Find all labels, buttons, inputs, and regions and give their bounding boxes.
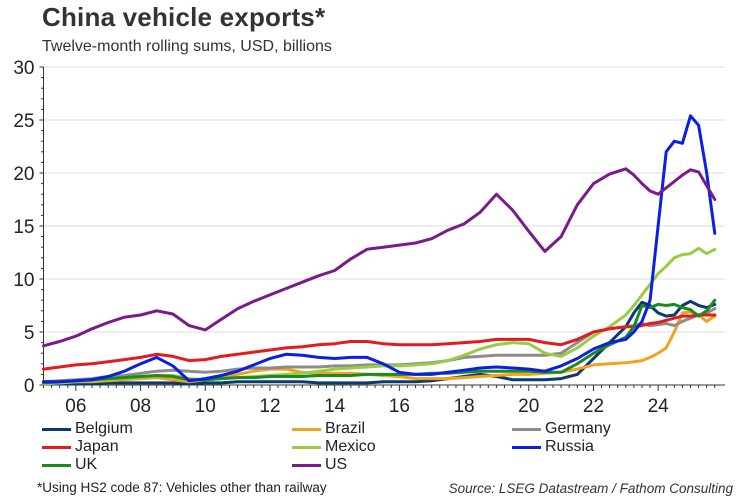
y-tick-label: 10 xyxy=(13,270,34,291)
gridlines xyxy=(43,66,725,333)
legend-item-russia: Russia xyxy=(512,438,594,456)
x-tick-label: 24 xyxy=(648,396,670,417)
series-line-brazil xyxy=(42,310,717,385)
legend-swatch xyxy=(292,427,321,431)
legend-swatch xyxy=(292,445,321,449)
x-tick-label: 10 xyxy=(195,396,216,417)
x-axis-labels: 06 08 10 12 14 16 18 20 22 24 xyxy=(65,396,669,417)
y-tick-label: 5 xyxy=(24,323,35,344)
series-line-us xyxy=(42,167,717,348)
x-tick-label: 18 xyxy=(453,396,474,417)
x-tick-label: 06 xyxy=(65,396,86,417)
legend-label: Germany xyxy=(545,420,611,437)
x-tick-label: 22 xyxy=(583,396,604,417)
legend-swatch xyxy=(42,463,71,467)
legend-swatch xyxy=(292,463,321,467)
chart-subtitle: Twelve-month rolling sums, USD, billions xyxy=(42,38,332,55)
legend-swatch xyxy=(42,427,71,431)
y-tick-label: 0 xyxy=(24,376,35,397)
legend-item-mexico: Mexico xyxy=(292,438,376,456)
series-lines xyxy=(42,114,717,386)
y-tick-label: 30 xyxy=(13,58,34,79)
legend-label: Brazil xyxy=(325,420,366,437)
chart-plot: 0 5 10 15 20 25 30 06 08 10 12 14 16 18 20 22 24 xyxy=(13,58,725,417)
legend-item-japan: Japan xyxy=(42,438,119,456)
legend-label: Russia xyxy=(545,438,594,455)
x-tick-label: 16 xyxy=(389,396,410,417)
x-tick-label: 08 xyxy=(130,396,151,417)
chart-title: China vehicle exports* xyxy=(42,2,326,32)
footnote: *Using HS2 code 87: Vehicles other than … xyxy=(37,480,327,495)
legend-item-uk: UK xyxy=(42,456,97,474)
legend-label: Mexico xyxy=(325,438,376,455)
source-note: Source: LSEG Datastream / Fathom Consult… xyxy=(448,481,733,496)
series-line-germany xyxy=(42,307,717,384)
legend-item-belgium: Belgium xyxy=(42,420,133,438)
legend-label: Belgium xyxy=(75,420,133,437)
x-tick-label: 20 xyxy=(518,396,539,417)
y-tick-label: 20 xyxy=(13,164,34,185)
legend-item-brazil: Brazil xyxy=(292,420,365,438)
legend-swatch xyxy=(42,445,71,449)
x-tick-label: 14 xyxy=(324,396,346,417)
series-line-japan xyxy=(42,313,717,371)
legend-label: US xyxy=(325,456,348,473)
axes xyxy=(39,66,725,391)
legend-item-germany: Germany xyxy=(512,420,611,438)
y-tick-label: 15 xyxy=(13,217,34,238)
y-tick-label: 25 xyxy=(13,111,34,132)
legend-label: Japan xyxy=(75,438,119,455)
legend-swatch xyxy=(512,427,541,431)
legend-label: UK xyxy=(75,456,98,473)
series-line-russia xyxy=(42,114,717,384)
x-tick-label: 12 xyxy=(259,396,280,417)
legend-swatch xyxy=(512,445,541,449)
y-axis-labels: 0 5 10 15 20 25 30 xyxy=(13,58,34,397)
legend-item-us: US xyxy=(292,456,347,474)
